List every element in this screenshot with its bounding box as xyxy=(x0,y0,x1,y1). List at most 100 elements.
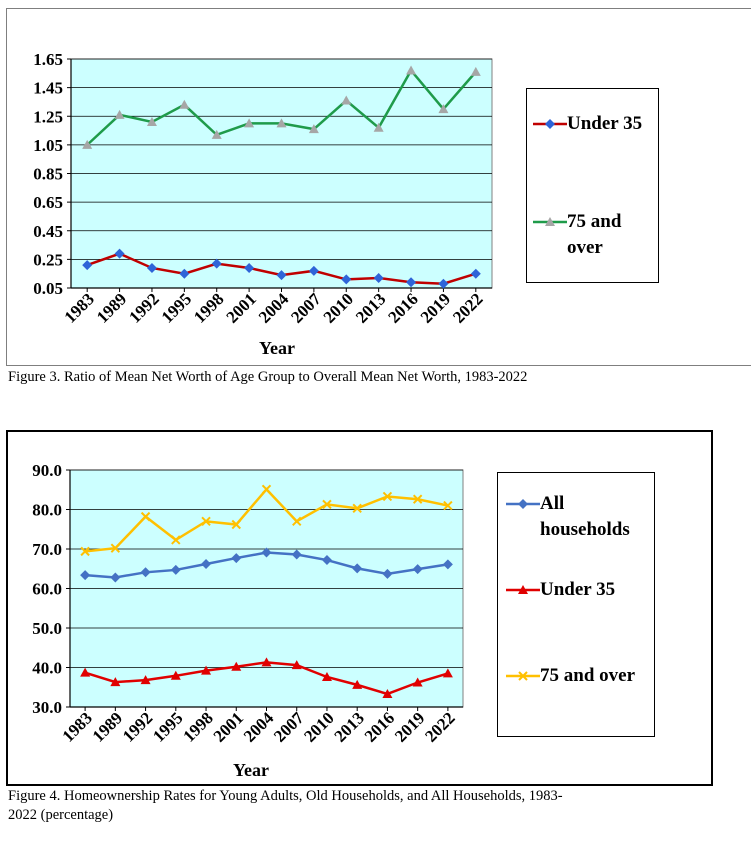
x-tick-label-1992: 1992 xyxy=(119,708,156,745)
point-all-households-2010 xyxy=(321,555,332,566)
y-tick-label-0-25: 0.25 xyxy=(33,250,63,269)
x-tick-label-2007: 2007 xyxy=(287,289,325,327)
figure-4-caption-line2: 2022 (percentage) xyxy=(8,807,114,823)
x-tick-label-2010: 2010 xyxy=(300,708,337,745)
x-tick-label-1992: 1992 xyxy=(125,289,162,326)
y-tick-label-40-0: 40.0 xyxy=(32,659,62,678)
series-all-households xyxy=(80,547,453,583)
point-all-households-2004 xyxy=(261,547,272,558)
y-tick-label-80-0: 80.0 xyxy=(32,501,62,520)
point-75-and-over-2013 xyxy=(352,503,362,514)
x-tick-label-1983: 1983 xyxy=(61,289,98,326)
x-tick-label-2013: 2013 xyxy=(331,708,368,745)
figure-3-legend: Under 35 75 and over xyxy=(526,88,659,283)
legend-swatch-all-households xyxy=(506,491,540,517)
x-axis-label: Year xyxy=(233,760,269,780)
point-under-35-1995 xyxy=(170,670,181,680)
y-tick-label-0-05: 0.05 xyxy=(33,279,63,298)
point-all-households-2007 xyxy=(291,549,302,560)
point-75-and-over-2019 xyxy=(438,104,449,114)
x-tick-label-2007: 2007 xyxy=(270,708,308,746)
point-all-households-2013 xyxy=(352,563,363,574)
x-tick-label-2022: 2022 xyxy=(449,289,486,326)
x-tick-label-2001: 2001 xyxy=(210,708,247,745)
point-all-households-1983 xyxy=(80,570,91,581)
point-all-households-2019 xyxy=(412,564,423,575)
point-75-and-over-2019 xyxy=(412,494,423,504)
x-tick-label-1989: 1989 xyxy=(93,289,130,326)
figure-4-chart: 90.0 80.0 70.0 60.0 50.0 40.0 30.0198319891992… xyxy=(32,461,464,780)
point-75-and-over-1998 xyxy=(201,516,211,527)
x-tick-label-1983: 1983 xyxy=(58,708,95,745)
point-all-households-2022 xyxy=(442,559,453,570)
y-tick-label-50-0: 50.0 xyxy=(32,619,62,638)
point-75-and-over-2007 xyxy=(308,124,319,134)
figure-4-caption-line1: Figure 4. Homeownership Rates for Young … xyxy=(8,788,563,804)
figure-3-chart: 1.65 1.45 1.25 1.05 0.85 0.65 0.45 0.25 0.051983… xyxy=(33,50,493,358)
legend-item-under-35-fig4: Under 35 xyxy=(506,577,650,603)
point-under-35-1983 xyxy=(80,667,91,677)
point-under-35-1998 xyxy=(201,665,212,675)
point-under-35-1995 xyxy=(179,268,190,279)
point-75-and-over-1983 xyxy=(82,139,93,149)
legend-item-75-and-over-fig4: 75 and over xyxy=(506,663,650,689)
series-under-35 xyxy=(82,248,481,289)
point-under-35-1989 xyxy=(114,248,125,259)
legend-item-under-35: Under 35 xyxy=(533,111,677,137)
y-tick-label-0-85: 0.85 xyxy=(33,165,63,184)
series-75-and-over xyxy=(80,484,453,557)
x-tick-label-1995: 1995 xyxy=(158,289,195,326)
x-tick-label-2019: 2019 xyxy=(391,708,428,745)
point-under-35-2013 xyxy=(373,272,384,283)
point-under-35-2007 xyxy=(308,265,319,276)
point-75-and-over-1998 xyxy=(211,129,222,139)
point-under-35-2010 xyxy=(321,671,332,681)
point-75-and-over-2007 xyxy=(292,516,302,527)
y-tick-label-1-65: 1.65 xyxy=(33,50,63,69)
x-tick-label-2016: 2016 xyxy=(384,289,421,326)
legend-label-under-35-fig4: Under 35 xyxy=(540,579,616,600)
figure-4-caption: Figure 4. Homeownership Rates for Young … xyxy=(8,787,708,825)
legend-item-all-households: All households xyxy=(506,491,650,543)
point-all-households-1992 xyxy=(140,567,151,578)
y-tick-label-0-45: 0.45 xyxy=(33,222,63,241)
legend-label-under-35: Under 35 xyxy=(567,113,643,134)
point-under-35-2010 xyxy=(341,274,352,285)
point-under-35-1983 xyxy=(82,260,93,271)
point-75-and-over-2010 xyxy=(341,95,352,105)
legend-swatch-75-and-over xyxy=(533,209,567,235)
point-75-and-over-2016 xyxy=(382,491,393,502)
point-under-35-2001 xyxy=(244,262,255,273)
point-75-and-over-2022 xyxy=(470,66,481,76)
legend-swatch-under-35-fig4 xyxy=(506,577,540,603)
series-75-and-over xyxy=(82,65,481,149)
point-75-and-over-1989 xyxy=(114,109,125,119)
y-tick-label-30-0: 30.0 xyxy=(32,698,62,717)
point-75-and-over-2013 xyxy=(373,122,384,132)
point-75-and-over-2001 xyxy=(244,118,255,128)
figure-3-frame: 1.65 1.45 1.25 1.05 0.85 0.65 0.45 0.25 0.05 1983… xyxy=(6,8,751,366)
figure-3-caption: Figure 3. Ratio of Mean Net Worth of Age… xyxy=(8,369,528,385)
x-tick-label-2019: 2019 xyxy=(417,289,454,326)
y-tick-label-90-0: 90.0 xyxy=(32,461,62,480)
x-axis-label: Year xyxy=(259,338,295,358)
legend-swatch-75-and-over-fig4 xyxy=(506,663,540,689)
point-under-35-2022 xyxy=(470,268,481,279)
point-75-and-over-2004 xyxy=(276,118,287,128)
point-under-35-1989 xyxy=(110,677,121,687)
x-tick-label-2013: 2013 xyxy=(352,289,389,326)
y-tick-label-1-25: 1.25 xyxy=(33,107,63,126)
point-under-35-2013 xyxy=(352,679,363,689)
legend-label-75-and-over-fig4: 75 and over xyxy=(540,665,635,686)
y-tick-label-60-0: 60.0 xyxy=(32,580,62,599)
point-75-and-over-2001 xyxy=(231,519,241,530)
point-under-35-1992 xyxy=(146,262,157,273)
legend-label-over-line2: over xyxy=(567,237,603,258)
legend-label-75-and-line1: 75 and xyxy=(567,211,622,232)
point-all-households-1995 xyxy=(170,564,181,575)
point-under-35-1992 xyxy=(140,675,151,685)
point-all-households-2016 xyxy=(382,568,393,579)
point-75-and-over-1992 xyxy=(146,116,157,126)
point-75-and-over-1983 xyxy=(80,546,90,557)
x-tick-label-1998: 1998 xyxy=(179,708,216,745)
